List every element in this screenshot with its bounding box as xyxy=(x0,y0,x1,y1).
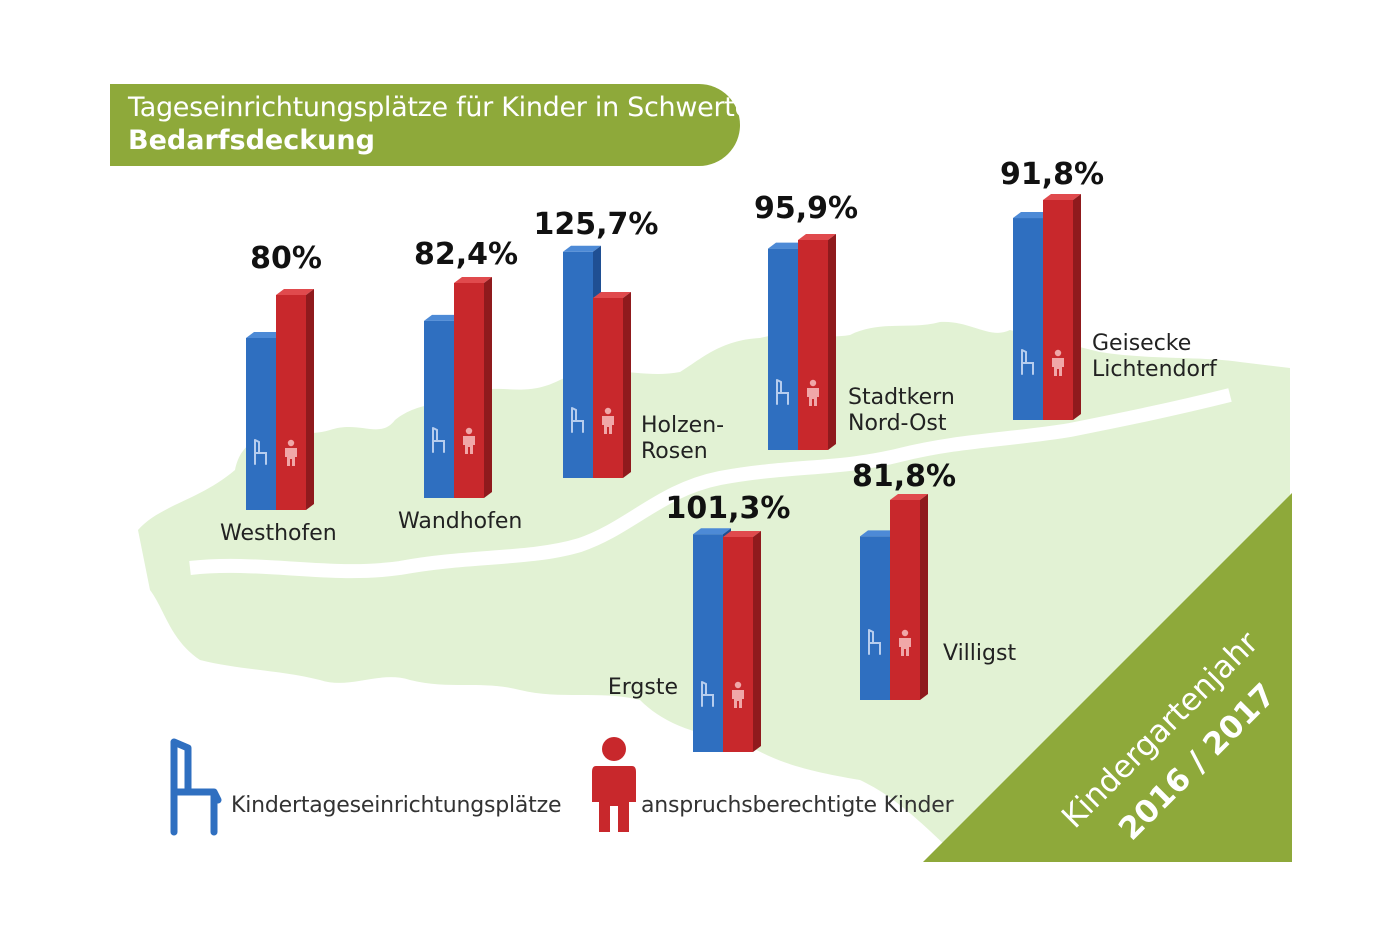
legend-places-label: Kindertageseinrichtungsplätze xyxy=(231,793,562,818)
legend-children-label: anspruchsberechtigte Kinder xyxy=(641,793,954,818)
person-icon-head xyxy=(465,427,473,435)
chair-icon xyxy=(571,407,584,433)
bar-children-6 xyxy=(890,494,928,700)
year-corner xyxy=(923,493,1292,862)
bar-children-1 xyxy=(454,277,492,498)
bar-children-3-side xyxy=(828,234,836,450)
bar-places-5-top xyxy=(693,528,731,535)
bar-children-1-side xyxy=(484,277,492,498)
chair-icon xyxy=(776,379,789,405)
bar-places-0-top xyxy=(246,332,284,338)
bar-places-2-top xyxy=(563,245,601,252)
percentage-label: 81,8% xyxy=(852,459,956,494)
person-icon xyxy=(285,448,297,466)
person-icon xyxy=(463,436,475,454)
chair-icon xyxy=(254,439,267,465)
bar-places-6-front xyxy=(860,536,890,700)
bar-children-0-top xyxy=(276,289,314,295)
bar-children-3-front xyxy=(798,240,828,450)
person-icon xyxy=(807,388,819,406)
bar-children-2 xyxy=(593,292,631,478)
percentage-label: 82,4% xyxy=(414,237,518,272)
bar-children-0-side xyxy=(306,289,314,510)
bar-children-4-front xyxy=(1043,200,1073,420)
bar-places-5-front xyxy=(693,534,723,752)
district-label: Nord-Ost xyxy=(848,411,947,436)
person-icon-head xyxy=(287,439,295,447)
bar-children-1-top xyxy=(454,277,492,283)
legend-chair-icon xyxy=(170,738,222,836)
bar-children-0-front xyxy=(276,295,306,510)
person-icon-head xyxy=(734,681,742,689)
bars-layer xyxy=(246,194,1081,752)
bar-children-0 xyxy=(276,289,314,510)
district-label: Wandhofen xyxy=(398,509,522,534)
district-label: Rosen xyxy=(641,439,708,464)
district-label: Villigst xyxy=(943,641,1016,666)
legend-person-icon xyxy=(592,737,636,832)
bar-children-1-front xyxy=(454,283,484,498)
district-label: Lichtendorf xyxy=(1092,357,1218,382)
bar-children-3 xyxy=(798,234,836,450)
chair-icon xyxy=(701,681,714,707)
person-icon-head xyxy=(809,379,817,387)
river xyxy=(189,388,1232,579)
district-label: Holzen- xyxy=(641,413,724,438)
person-icon xyxy=(732,690,744,708)
bar-children-4-side xyxy=(1073,194,1081,420)
bar-places-4 xyxy=(1013,212,1051,420)
bar-children-6-top xyxy=(890,494,928,500)
bar-children-6-side xyxy=(920,494,928,700)
chair-icon xyxy=(432,427,445,453)
bar-children-2-front xyxy=(593,298,623,478)
bar-children-2-side xyxy=(623,292,631,478)
chair-icon xyxy=(1021,349,1034,375)
labels-layer: 80% Westhofen 82,4% Wandhofen 125,7% Holzen-R… xyxy=(220,157,1218,700)
person-icon xyxy=(899,638,911,656)
person-icon xyxy=(1052,358,1064,376)
bar-children-5-side xyxy=(753,531,761,752)
bar-places-4-top xyxy=(1013,212,1051,219)
bar-children-5-front xyxy=(723,537,753,752)
bar-children-6-front xyxy=(890,500,920,700)
chair-icon xyxy=(170,738,222,836)
bar-children-3-top xyxy=(798,234,836,240)
bar-places-3-top xyxy=(768,242,806,249)
bar-places-3-front xyxy=(768,248,798,450)
bar-children-4 xyxy=(1043,194,1081,420)
bar-places-0-front xyxy=(246,338,276,510)
bar-places-6-top xyxy=(860,530,898,537)
person-icon xyxy=(602,416,614,434)
district-label: Ergste xyxy=(608,675,678,700)
district-label: Westhofen xyxy=(220,521,337,546)
chart-title: Tageseinrichtungsplätze für Kinder in Sc… xyxy=(128,92,751,123)
bar-children-2-top xyxy=(593,292,631,298)
bar-places-2-front xyxy=(563,251,593,478)
person-icon-head xyxy=(1054,349,1062,357)
percentage-label: 125,7% xyxy=(534,207,659,242)
bar-places-1-front xyxy=(424,320,454,498)
district-label: Geisecke xyxy=(1092,331,1191,356)
bar-places-1-top xyxy=(424,314,462,321)
person-icon-head xyxy=(901,629,909,637)
percentage-label: 80% xyxy=(250,241,322,276)
person-icon xyxy=(592,766,636,832)
bar-places-4-front xyxy=(1013,218,1043,420)
person-icon-head xyxy=(604,407,612,415)
chart-subtitle: Bedarfsdeckung xyxy=(128,125,375,156)
bar-children-5-top xyxy=(723,531,761,537)
district-label: Stadtkern xyxy=(848,385,955,410)
percentage-label: 101,3% xyxy=(666,491,791,526)
person-head xyxy=(602,737,626,761)
bar-children-4-top xyxy=(1043,194,1081,200)
percentage-label: 95,9% xyxy=(754,191,858,226)
title-banner xyxy=(110,84,740,166)
bar-children-5 xyxy=(723,531,761,752)
chair-icon xyxy=(868,629,881,655)
percentage-label: 91,8% xyxy=(1000,157,1104,192)
